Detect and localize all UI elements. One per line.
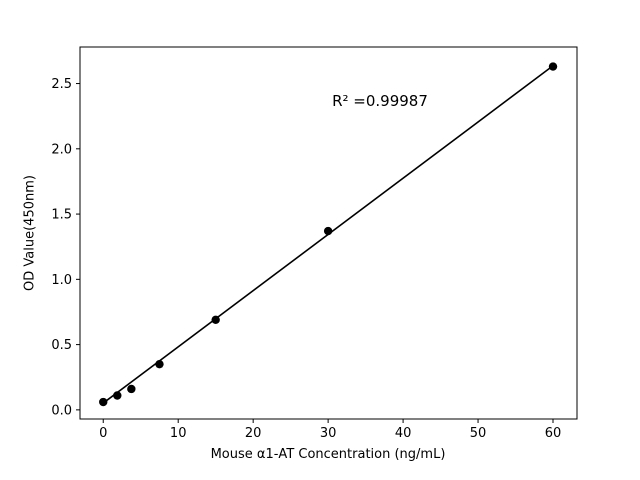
y-tick-label: 0.5: [51, 338, 72, 353]
x-tick-label: 30: [320, 426, 337, 441]
y-tick-label: 1.0: [51, 273, 72, 288]
y-axis-label: OD Value(450nm): [22, 175, 38, 291]
x-axis-label: Mouse α1-AT Concentration (ng/mL): [210, 447, 446, 462]
x-tick-label: 0: [99, 426, 107, 441]
data-point: [211, 315, 220, 324]
x-tick-label: 20: [245, 426, 262, 441]
y-tick-label: 0.0: [51, 403, 72, 418]
data-point: [99, 397, 108, 407]
y-tick-label: 2.5: [51, 77, 72, 92]
x-tick-label: 60: [545, 426, 562, 441]
y-tick-label: 2.0: [51, 142, 72, 157]
data-point: [323, 226, 333, 236]
x-tick-label: 40: [395, 426, 412, 441]
r-squared-annotation: R² =0.99987: [332, 92, 428, 110]
data-point: [548, 62, 558, 71]
y-tick-label: 1.5: [51, 208, 72, 223]
data-point: [155, 359, 164, 369]
data-point: [113, 391, 122, 400]
x-tick-label: 10: [170, 426, 187, 441]
x-tick-label: 50: [470, 426, 487, 441]
data-point: [127, 384, 136, 394]
